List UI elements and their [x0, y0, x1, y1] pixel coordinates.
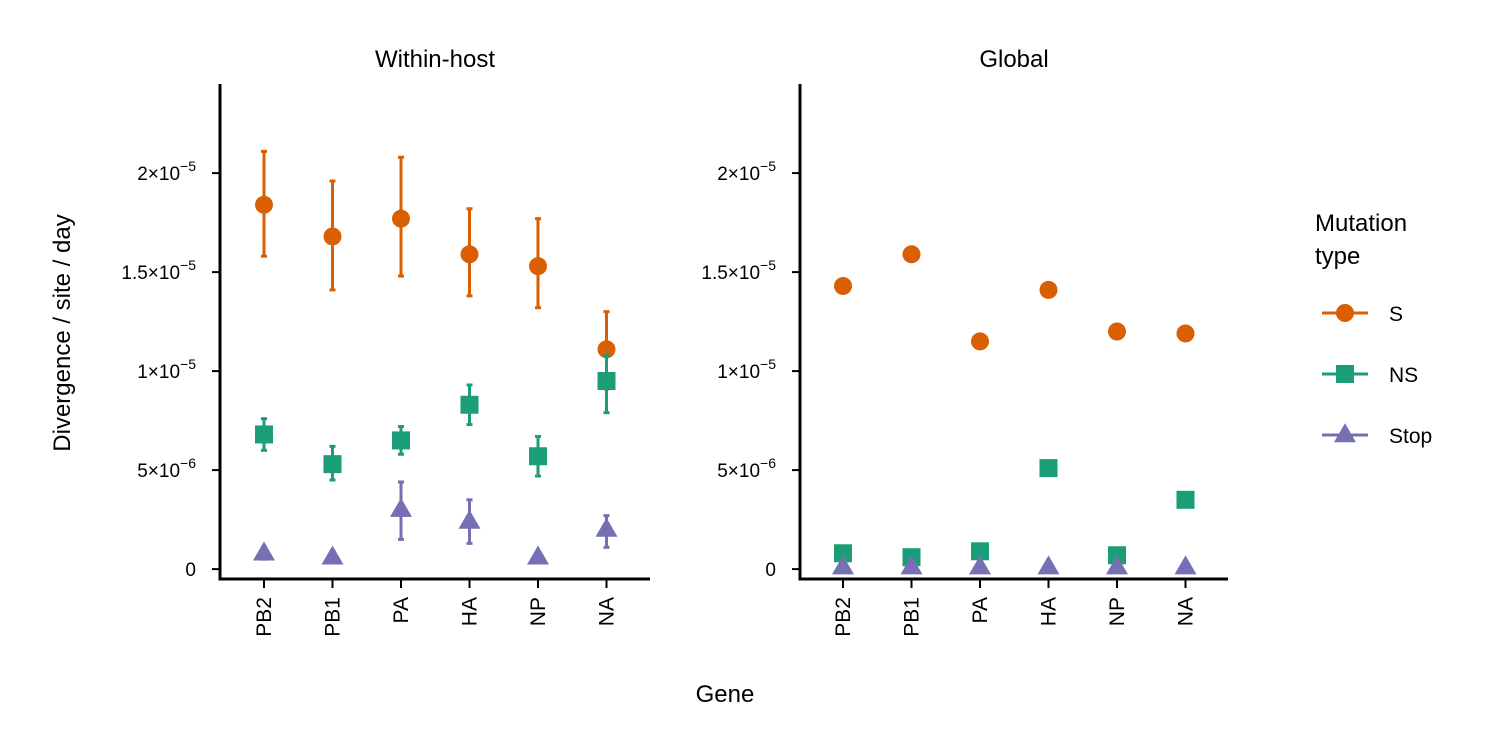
x-tick-label: PA [969, 597, 992, 623]
data-point-s-pb1 [902, 245, 921, 264]
x-tick-label: HA [459, 597, 482, 626]
series-ns [834, 459, 1195, 567]
data-point-ns-np [1108, 546, 1126, 565]
y-tick-label: 1.5×10−5 [121, 257, 196, 284]
panel-within-host: Within-host 0 5×10−6 1×10−5 1.5×10−5 2×10−5 PB… [121, 46, 650, 637]
legend-title: Mutation [1315, 210, 1407, 237]
data-point-stop-ha [1037, 555, 1060, 575]
data-point-stop-pb1 [321, 545, 344, 565]
data-point-stop-np [1106, 555, 1128, 575]
y-tick-label: 0 [185, 560, 196, 581]
panel-title: Global [979, 46, 1048, 73]
x-tick-label: PB2 [253, 597, 276, 637]
x-tick-label: NA [1175, 597, 1198, 626]
panel-title: Within-host [375, 46, 495, 73]
series-stop [832, 555, 1197, 575]
data-point-ns-pa [971, 542, 989, 561]
legend-marker-stop [1334, 423, 1356, 443]
data-point-stop-pb1 [900, 555, 923, 575]
legend-item-stop: Stop [1322, 423, 1432, 448]
data-point-ns-np [529, 447, 547, 466]
data-point-s-ha [1039, 280, 1058, 299]
data-point-s-pa [971, 332, 989, 351]
legend-marker-s [1336, 304, 1354, 322]
data-point-s-na [597, 340, 616, 359]
data-point-s-na [1176, 324, 1195, 343]
data-point-stop-na [1174, 555, 1197, 575]
data-point-stop-ha [458, 509, 481, 529]
data-point-s-pb2 [255, 195, 273, 214]
data-point-s-pb1 [323, 227, 342, 246]
x-tick-label: NA [596, 597, 619, 626]
x-tick-label: PB1 [322, 597, 345, 637]
x-tick-label: NP [1106, 597, 1129, 626]
y-tick-label: 2×10−5 [717, 158, 776, 185]
x-tick-label: PB2 [832, 597, 855, 637]
legend-marker-ns [1336, 365, 1354, 383]
legend-label: S [1389, 303, 1403, 326]
x-axis-label: Gene [696, 681, 755, 708]
x-tick-label: PA [390, 597, 413, 623]
panels: Within-host 0 5×10−6 1×10−5 1.5×10−5 2×10−5 PB… [121, 46, 1228, 637]
legend-item-ns: NS [1322, 364, 1418, 387]
data-point-ns-pb1 [323, 455, 342, 474]
series-stop [253, 480, 618, 565]
data-point-s-np [529, 257, 547, 276]
x-tick-label: HA [1038, 597, 1061, 626]
data-point-stop-np [527, 545, 549, 565]
data-point-stop-pb2 [832, 555, 854, 575]
y-tick-label: 5×10−6 [717, 455, 776, 482]
series-ns [255, 353, 616, 482]
y-tick-label: 2×10−5 [137, 158, 196, 185]
x-tick-label: NP [527, 597, 550, 626]
legend-title: type [1315, 243, 1360, 270]
data-point-s-ha [460, 245, 479, 264]
data-point-s-pa [392, 209, 410, 228]
y-axis-label: Divergence / site / day [49, 214, 76, 451]
data-point-s-pb2 [834, 276, 852, 295]
legend-item-s: S [1322, 303, 1403, 326]
data-point-ns-ha [460, 395, 479, 414]
x-tick-label: PB1 [901, 597, 924, 637]
y-tick-label: 1.5×10−5 [701, 257, 776, 284]
data-point-stop-pa [390, 497, 412, 517]
panel-global: Global 0 5×10−6 1×10−5 1.5×10−5 2×10−5 PB2 PB1 P… [701, 46, 1228, 637]
legend-label: NS [1389, 364, 1418, 387]
data-point-ns-pb2 [255, 425, 273, 444]
data-point-ns-pa [392, 431, 410, 450]
series-s [255, 149, 616, 391]
data-point-ns-ha [1039, 459, 1058, 478]
data-point-ns-pb2 [834, 544, 852, 563]
data-point-s-np [1108, 322, 1126, 341]
series-s [834, 245, 1195, 351]
data-point-stop-pa [969, 555, 991, 575]
y-tick-label: 0 [765, 560, 776, 581]
y-tick-label: 1×10−5 [137, 356, 196, 383]
data-point-stop-na [595, 517, 618, 537]
legend: Mutation type S NS Stop [1315, 210, 1432, 448]
y-tick-label: 1×10−5 [717, 356, 776, 383]
data-point-ns-na [597, 372, 616, 390]
data-point-stop-pb2 [253, 541, 275, 561]
y-tick-label: 5×10−6 [137, 455, 196, 482]
data-point-ns-na [1176, 490, 1195, 509]
legend-label: Stop [1389, 425, 1432, 448]
